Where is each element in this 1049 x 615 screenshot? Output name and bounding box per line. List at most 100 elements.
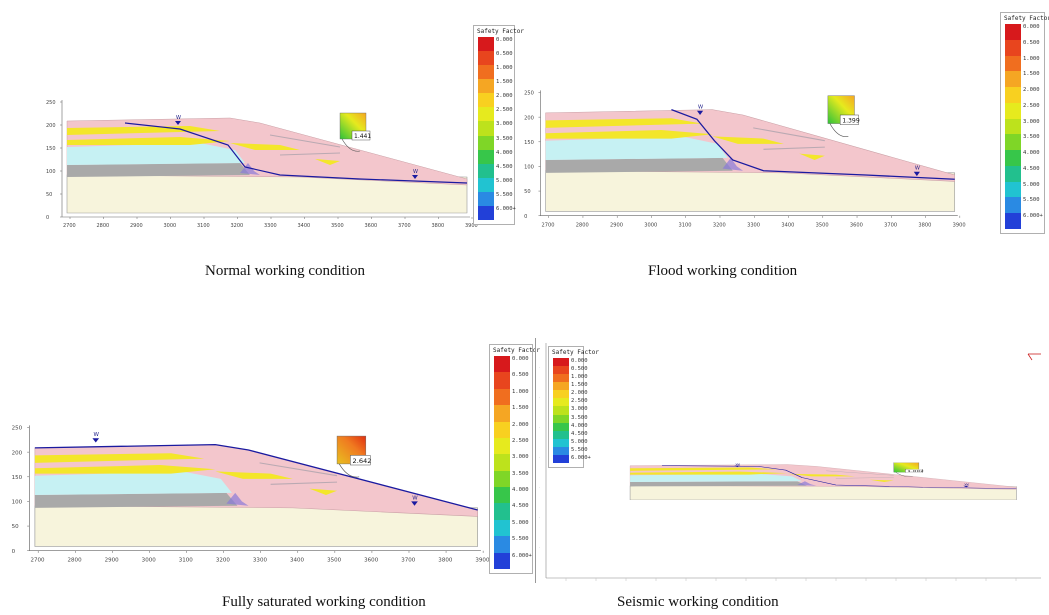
x-tick-label: 3400 (781, 222, 794, 228)
legend-swatch (1005, 181, 1021, 198)
x-tick-label: 2800 (97, 223, 110, 229)
x-tick-label: 3400 (290, 557, 305, 563)
seam-line (259, 462, 338, 485)
legend-swatch (478, 51, 494, 66)
legend-label: 2.000 (496, 93, 513, 100)
x-tick-label: 3600 (850, 222, 863, 228)
toe-shape (226, 492, 249, 506)
legend-swatch (494, 437, 510, 455)
legend-label: 0.000 (496, 37, 513, 43)
x-tick-label: 3000 (142, 557, 157, 563)
panel-seismic: - - - - - - - W W 1.002 (535, 338, 1048, 583)
legend-label: 3.000 (496, 121, 513, 128)
legend-label: 4.500 (496, 163, 513, 170)
legend-swatch (494, 536, 510, 554)
slope-section-saturated: 250 200 150 100 50 0 2700 2800 2900 3000 3100 3200 3… (12, 425, 490, 563)
y-tick-label: 50 (46, 192, 52, 198)
legend-label: 5.500 (496, 191, 513, 198)
legend-swatch (478, 135, 494, 151)
x-tick-label: 3100 (679, 222, 692, 228)
legend-swatch (553, 454, 569, 464)
legend-label: 0.500 (512, 372, 529, 379)
legend-label: 2.500 (496, 107, 513, 114)
y-tick-label: 150 (46, 146, 56, 152)
svg-text:-: - (539, 485, 540, 489)
legend-label: 2.000 (571, 390, 588, 397)
slip-arc (895, 472, 914, 478)
legend-swatch (553, 406, 569, 416)
safety-factor-legend-flood: Safety Factor 0.000 0.500 1.000 1.500 2.000 2.… (1000, 12, 1049, 234)
legend-swatch (553, 374, 569, 383)
legend-swatch (553, 390, 569, 399)
y-tick-label: 100 (46, 169, 56, 175)
legend-swatch (478, 121, 494, 137)
y-tick-label: 150 (524, 140, 534, 146)
legend-label: 1.500 (496, 79, 513, 86)
x-tick-label: 3100 (197, 223, 210, 229)
legend-label: 4.000 (496, 149, 513, 156)
legend-swatch (494, 372, 510, 390)
water-marker-icon (92, 438, 100, 443)
x-tick-label: 3200 (231, 223, 244, 229)
legend-swatch (1005, 150, 1021, 167)
x-tick-label: 3700 (401, 557, 416, 563)
legend-swatch (494, 388, 510, 406)
y-tick-label: 250 (12, 426, 23, 432)
earthquake-arrow-icon (1027, 353, 1041, 361)
legend-swatch (553, 398, 569, 407)
grey-layer (67, 163, 250, 177)
caption-seismic: Seismic working condition (617, 594, 779, 610)
legend-label: 3.500 (496, 135, 513, 142)
safety-factor-legend-normal: Safety Factor 0.000 0.500 1.000 1.500 2.000 2.… (473, 25, 524, 225)
legend-label: 2.000 (1023, 87, 1040, 94)
panel-normal: 250 200 150 100 50 0 2700 2800 2900 3000 3100 3200 3… (40, 95, 480, 235)
toe-shape (240, 163, 260, 175)
seam-line (826, 470, 894, 479)
yellow-layer (545, 130, 713, 139)
yellow-layer (630, 467, 778, 471)
y-tick-label: 150 (12, 475, 23, 481)
legend-label: 3.000 (1023, 118, 1040, 125)
grey-layer (630, 481, 807, 487)
legend-label: 3.000 (571, 406, 588, 413)
svg-text:-: - (539, 455, 540, 459)
cyan-layer (545, 136, 728, 160)
yellow-layer (34, 465, 216, 474)
x-tick-label: 2900 (130, 223, 143, 229)
x-tick-label: 3000 (164, 223, 177, 229)
safety-factor-value: 1.399 (842, 117, 860, 124)
y-tick-label: 100 (12, 500, 23, 506)
legend-swatch (494, 519, 510, 537)
legend-swatch (1005, 39, 1021, 57)
x-tick-label: 3200 (216, 557, 231, 563)
svg-text:-: - (539, 515, 540, 519)
seam-line (269, 134, 341, 156)
legend-swatch (478, 177, 494, 193)
svg-text:-: - (539, 395, 540, 399)
x-tick-label: 3900 (953, 222, 966, 228)
x-tick-label: 3500 (331, 223, 344, 229)
yellow-layer (712, 136, 784, 144)
legend-label: 0.000 (512, 356, 529, 362)
y-tick-label: 200 (524, 115, 534, 121)
legend-swatch (478, 107, 494, 122)
yellow-layer (545, 118, 703, 128)
toe-shape (722, 157, 743, 171)
x-tick-label: 3800 (918, 222, 931, 228)
legend-swatch (1005, 71, 1021, 88)
slope-section-normal: 250 200 150 100 50 0 2700 2800 2900 3000 3100 3200 3… (46, 100, 478, 229)
legend-swatch (1005, 102, 1021, 120)
y-tick-label: 0 (46, 215, 49, 221)
caption-normal: Normal working condition (205, 263, 365, 279)
water-marker-icon (175, 121, 181, 125)
legend-swatch (553, 358, 569, 367)
x-tick-label: 3700 (884, 222, 897, 228)
x-tick-label: 3800 (432, 223, 445, 229)
slip-arc (829, 123, 849, 138)
water-marker-label: W (176, 115, 181, 121)
svg-text:-: - (539, 365, 540, 369)
yellow-layer (67, 137, 230, 145)
x-tick-label: 3200 (713, 222, 726, 228)
legend-label: 2.000 (512, 421, 529, 428)
yellow-layer (34, 453, 205, 463)
